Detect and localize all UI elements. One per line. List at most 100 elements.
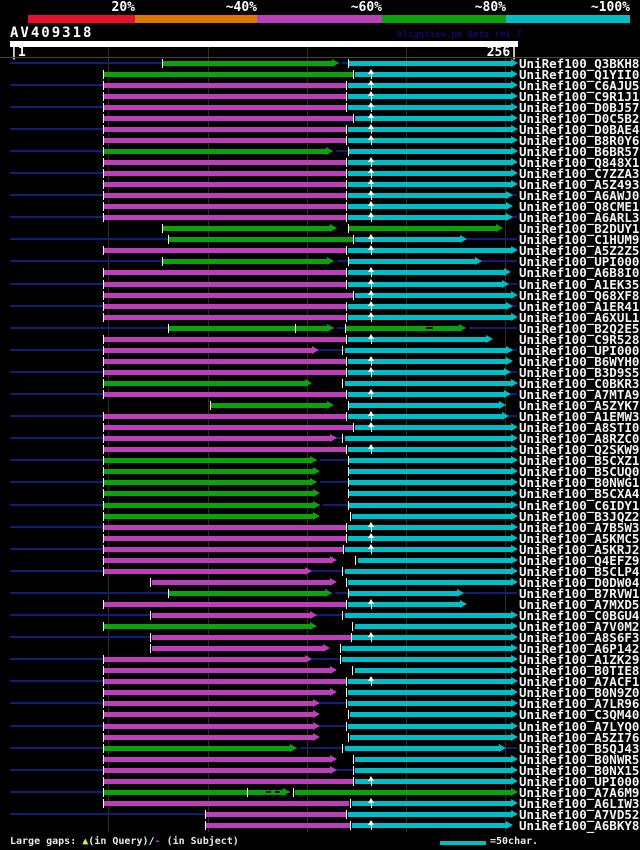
hsp-segment[interactable] (348, 403, 499, 408)
hit-label[interactable]: UniRef100_B0NWG1 (519, 475, 640, 490)
hit-label[interactable]: UniRef100_A7ACF1 (519, 674, 640, 689)
hit-label[interactable]: UniRef100_A5ZI76 (519, 730, 640, 745)
hit-label[interactable]: UniRef100_A6BKY8 (519, 818, 640, 833)
hsp-segment[interactable] (348, 690, 511, 695)
hsp-segment[interactable] (355, 293, 511, 298)
hsp-segment[interactable] (348, 679, 511, 684)
hsp-segment[interactable] (103, 768, 330, 773)
hsp-segment[interactable] (348, 591, 457, 596)
hit-label[interactable]: UniRef100_A6LIW3 (519, 796, 640, 811)
hsp-segment[interactable] (348, 282, 502, 287)
hsp-segment[interactable] (103, 668, 330, 673)
hsp-segment[interactable] (103, 790, 283, 795)
hsp-segment[interactable] (152, 646, 323, 651)
hsp-segment[interactable] (103, 558, 330, 563)
hsp-segment[interactable] (103, 514, 313, 519)
hit-label[interactable]: UniRef100_A8RZC0 (519, 431, 640, 446)
hit-label[interactable]: UniRef100_A7LYQ0 (519, 719, 640, 734)
hsp-segment[interactable] (103, 160, 346, 165)
hit-label[interactable]: UniRef100_C0BGU4 (519, 608, 640, 623)
hit-label[interactable]: UniRef100_C0BKR3 (519, 376, 640, 391)
hsp-segment[interactable] (348, 447, 511, 452)
hit-label[interactable]: UniRef100_UPI000.. (519, 254, 640, 269)
hsp-segment[interactable] (103, 602, 346, 607)
hsp-segment[interactable] (348, 304, 506, 309)
hsp-segment[interactable] (355, 779, 511, 784)
hit-label[interactable]: UniRef100_A5KMC5 (519, 531, 640, 546)
hit-label[interactable]: UniRef100_A6ARL3 (519, 210, 640, 225)
hit-label[interactable]: UniRef100_Q1YII0 (519, 67, 640, 82)
hsp-segment[interactable] (355, 757, 511, 762)
hsp-segment[interactable] (103, 503, 313, 508)
hit-label[interactable]: UniRef100_B2Q2E5 (519, 321, 640, 336)
hsp-segment[interactable] (103, 735, 313, 740)
hsp-segment[interactable] (103, 315, 346, 320)
hit-label[interactable]: UniRef100_A7B5W3 (519, 520, 640, 535)
hsp-segment[interactable] (345, 326, 459, 331)
hit-label[interactable]: UniRef100_A5Z2Z5 (519, 243, 640, 258)
hit-label[interactable]: UniRef100_B2DUY1 (519, 221, 640, 236)
hit-label[interactable]: UniRef100_A7A6M9 (519, 785, 640, 800)
hsp-segment[interactable] (348, 602, 460, 607)
hsp-segment[interactable] (345, 547, 511, 552)
hsp-segment[interactable] (103, 624, 310, 629)
hsp-segment[interactable] (355, 237, 460, 242)
hsp-segment[interactable] (345, 348, 506, 353)
hsp-segment[interactable] (355, 624, 511, 629)
hsp-segment[interactable] (103, 746, 290, 751)
hsp-segment[interactable] (348, 536, 511, 541)
hit-label[interactable]: UniRef100_C7ZZA3 (519, 166, 640, 181)
hsp-segment[interactable] (348, 414, 502, 419)
hsp-segment[interactable] (355, 425, 511, 430)
hsp-segment[interactable] (103, 536, 346, 541)
hsp-segment[interactable] (352, 635, 511, 640)
hsp-segment[interactable] (103, 569, 305, 574)
hsp-segment[interactable] (103, 447, 346, 452)
hit-label[interactable]: UniRef100_A7MTA9 (519, 387, 640, 402)
hit-label[interactable]: UniRef100_B5CXZ1 (519, 453, 640, 468)
hsp-segment[interactable] (103, 94, 346, 99)
hsp-segment[interactable] (352, 801, 511, 806)
hit-label[interactable]: UniRef100_A1ZK29 (519, 652, 640, 667)
hsp-segment[interactable] (103, 105, 346, 110)
hsp-segment[interactable] (355, 116, 511, 121)
hsp-segment[interactable] (103, 72, 353, 77)
hsp-segment[interactable] (168, 237, 353, 242)
hsp-segment[interactable] (348, 149, 511, 154)
hsp-segment[interactable] (103, 679, 346, 684)
hit-label[interactable]: UniRef100_C9R528 (519, 332, 640, 347)
hsp-segment[interactable] (168, 591, 325, 596)
hit-label[interactable]: UniRef100_B3JQZ2 (519, 509, 640, 524)
hit-label[interactable]: UniRef100_Q8CME1 (519, 199, 640, 214)
hit-label[interactable]: UniRef100_A6XUL1 (519, 310, 640, 325)
hsp-segment[interactable] (348, 491, 511, 496)
hsp-segment[interactable] (103, 215, 346, 220)
hit-label[interactable]: UniRef100_B0NX15 (519, 763, 640, 778)
hsp-segment[interactable] (103, 370, 346, 375)
hsp-segment[interactable] (348, 83, 511, 88)
hit-label[interactable]: UniRef100_B5CXA4 (519, 486, 640, 501)
hsp-segment[interactable] (348, 701, 511, 706)
hsp-segment[interactable] (348, 392, 504, 397)
hsp-segment[interactable] (355, 768, 511, 773)
hsp-segment[interactable] (206, 823, 350, 828)
hsp-segment[interactable] (103, 525, 346, 530)
hsp-segment[interactable] (352, 514, 511, 519)
hsp-segment[interactable] (103, 425, 353, 430)
hsp-segment[interactable] (103, 547, 343, 552)
hsp-segment[interactable] (103, 757, 330, 762)
hit-label[interactable]: UniRef100_A5ZYK7 (519, 398, 640, 413)
hit-label[interactable]: UniRef100_C6AJU5 (519, 78, 640, 93)
hsp-segment[interactable] (152, 580, 330, 585)
hsp-segment[interactable] (348, 182, 511, 187)
hit-label[interactable]: UniRef100_C3QM40 (519, 707, 640, 722)
hsp-segment[interactable] (103, 270, 346, 275)
hit-label[interactable]: UniRef100_C6IDY1 (519, 498, 640, 513)
hsp-segment[interactable] (348, 248, 511, 253)
hsp-segment[interactable] (103, 469, 313, 474)
hsp-segment[interactable] (103, 138, 346, 143)
hsp-segment[interactable] (103, 204, 346, 209)
hit-label[interactable]: UniRef100_B8R0Y6 (519, 133, 640, 148)
hit-label[interactable]: UniRef100_B5CLP4 (519, 564, 640, 579)
hsp-segment[interactable] (348, 480, 511, 485)
